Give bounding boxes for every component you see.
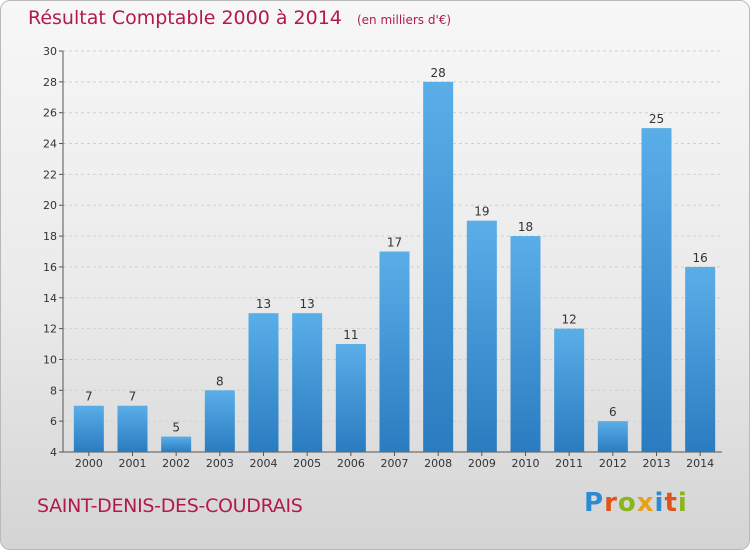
y-tick-label: 14: [43, 292, 57, 305]
data-label: 28: [431, 66, 446, 80]
x-tick-label: 2010: [512, 457, 540, 470]
y-tick-label: 12: [43, 323, 57, 336]
x-tick-label: 2001: [119, 457, 147, 470]
data-label: 8: [216, 374, 224, 388]
x-tick-label: 2011: [555, 457, 583, 470]
y-tick-label: 10: [43, 353, 57, 366]
x-tick-label: 2012: [599, 457, 627, 470]
y-tick-label: 4: [50, 446, 57, 459]
bar: [379, 251, 410, 452]
chart-subtitle: (en milliers d'€): [356, 13, 452, 27]
y-tick-label: 16: [43, 261, 57, 274]
data-label: 25: [649, 112, 664, 126]
x-tick-label: 2003: [206, 457, 234, 470]
x-tick-label: 2005: [293, 457, 321, 470]
bar: [597, 421, 628, 452]
data-label: 13: [256, 297, 271, 311]
y-tick-label: 20: [43, 199, 57, 212]
data-label: 19: [474, 205, 489, 219]
bar: [248, 313, 279, 452]
bar: [641, 128, 672, 452]
data-label: 7: [129, 390, 137, 404]
x-tick-label: 2002: [162, 457, 190, 470]
y-tick-label: 18: [43, 230, 57, 243]
data-label: 12: [562, 313, 577, 327]
bar: [204, 390, 235, 452]
data-label: 6: [609, 405, 617, 419]
data-label: 13: [300, 297, 315, 311]
y-tick-label: 28: [43, 76, 57, 89]
bar: [335, 344, 366, 452]
x-tick-label: 2014: [686, 457, 714, 470]
y-tick-label: 30: [43, 45, 57, 58]
bar: [292, 313, 323, 452]
town-name: SAINT-DENIS-DES-COUDRAIS: [37, 495, 303, 517]
y-tick-label: 24: [43, 138, 57, 151]
x-tick-label: 2008: [424, 457, 452, 470]
bar: [466, 220, 497, 452]
y-tick-label: 22: [43, 168, 57, 181]
bar: [685, 266, 716, 452]
x-tick-label: 2007: [381, 457, 409, 470]
x-tick-label: 2009: [468, 457, 496, 470]
data-label: 7: [85, 390, 93, 404]
bar: [554, 328, 585, 452]
bar: [73, 405, 104, 452]
y-tick-label: 6: [50, 415, 57, 428]
bar: [117, 405, 148, 452]
data-label: 16: [693, 251, 708, 265]
x-tick-label: 2013: [643, 457, 671, 470]
x-tick-label: 2004: [250, 457, 278, 470]
chart-title: Résultat Comptable 2000 à 2014: [28, 7, 342, 29]
y-tick-label: 8: [50, 384, 57, 397]
data-label: 18: [518, 220, 533, 234]
data-label: 17: [387, 236, 402, 250]
y-tick-label: 26: [43, 107, 57, 120]
x-tick-label: 2006: [337, 457, 365, 470]
data-label: 11: [343, 328, 358, 342]
bar: [161, 436, 192, 452]
bar: [423, 81, 454, 452]
x-tick-label: 2000: [75, 457, 103, 470]
bar: [510, 236, 541, 452]
proxiti-logo[interactable]: Proxiti: [584, 488, 688, 518]
data-label: 5: [172, 421, 180, 435]
title-row: Résultat Comptable 2000 à 2014 (en milli…: [28, 7, 451, 29]
